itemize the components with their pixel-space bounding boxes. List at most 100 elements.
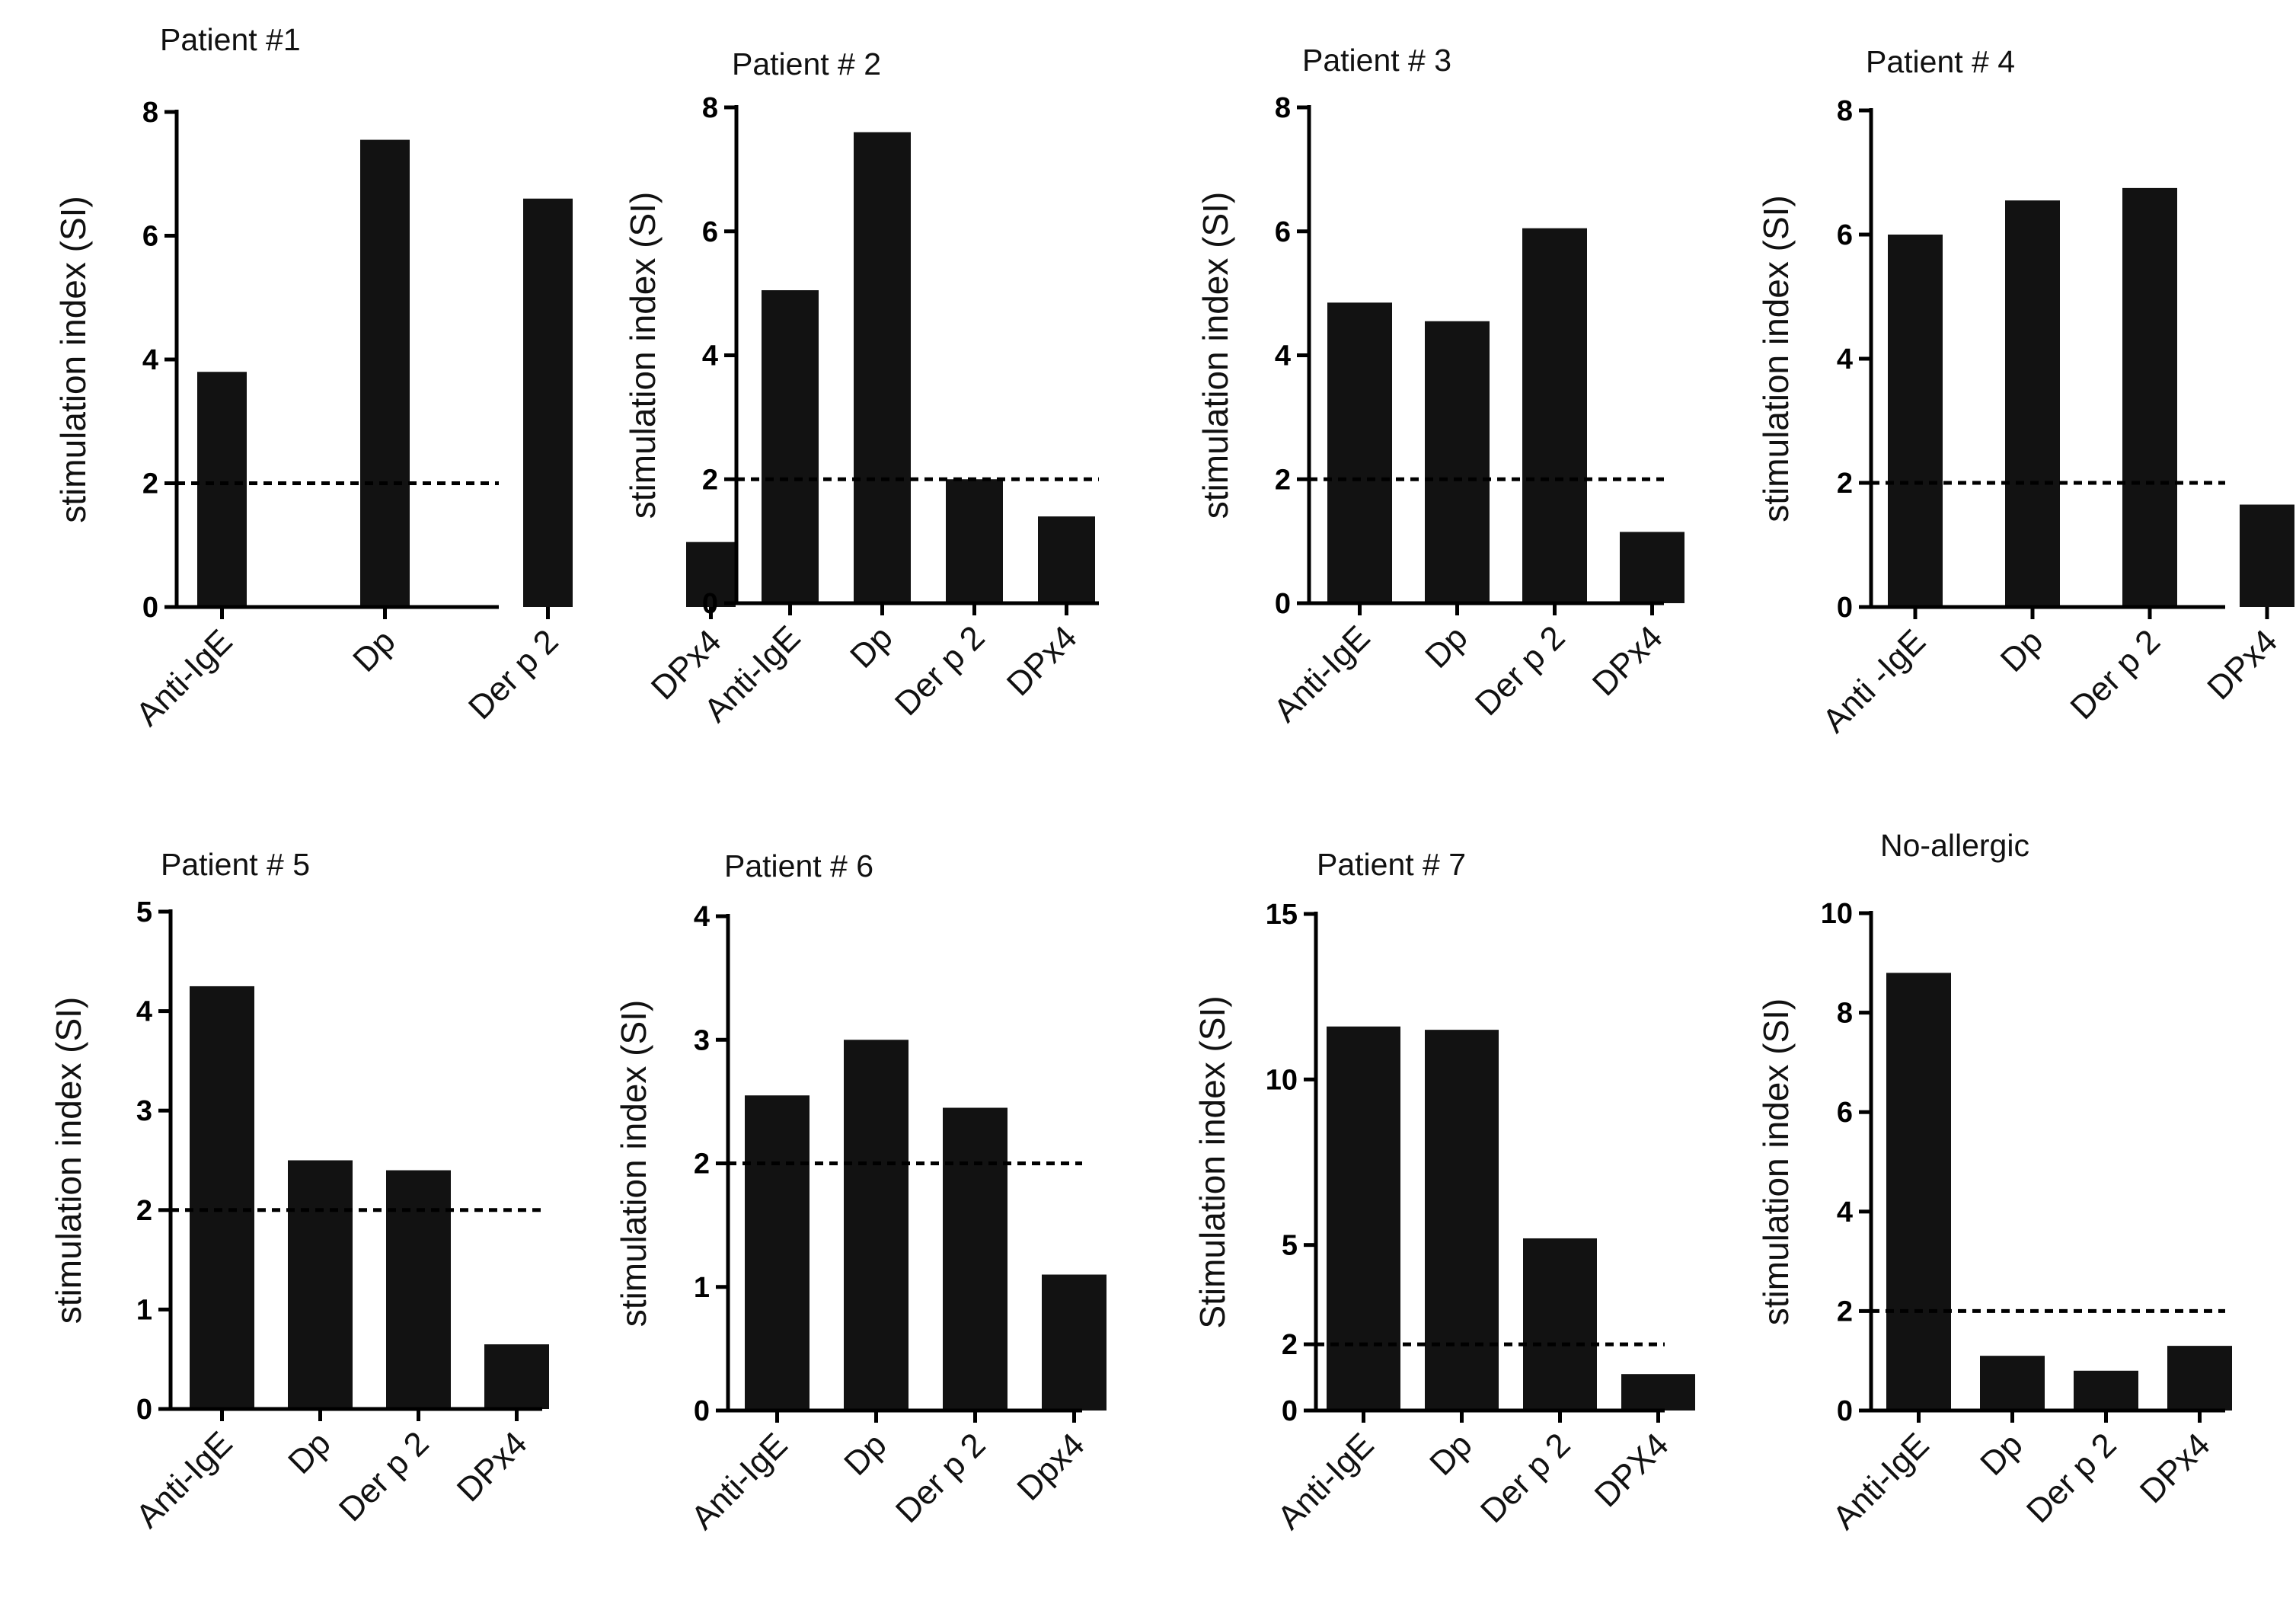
category-label: DPX4 bbox=[1588, 1426, 1676, 1514]
category-label: DPx4 bbox=[1585, 618, 1670, 703]
panel-title: Patient # 7 bbox=[1317, 847, 1466, 882]
category-label: DPx4 bbox=[2133, 1426, 2218, 1510]
y-axis-label: stimulation index (SI) bbox=[614, 1000, 653, 1327]
y-axis-label: stimulation index (SI) bbox=[1756, 195, 1796, 522]
y-tick-label: 4 bbox=[136, 996, 152, 1028]
bar-2 bbox=[2005, 200, 2060, 607]
category-label: Der p 2 bbox=[888, 618, 992, 723]
category-label: Anti-IgE bbox=[1825, 1426, 1936, 1536]
y-tick-label: 0 bbox=[694, 1395, 710, 1427]
bar-2 bbox=[1980, 1356, 2045, 1411]
category-label: Dp bbox=[281, 1424, 337, 1481]
y-tick-label: 4 bbox=[1837, 1196, 1853, 1228]
bar-2 bbox=[1425, 321, 1490, 603]
bar-1 bbox=[1327, 1026, 1400, 1411]
y-tick-label: 8 bbox=[702, 92, 718, 124]
bar-4 bbox=[1621, 1374, 1695, 1411]
y-axis-label: Stimulation index (SI) bbox=[1193, 995, 1232, 1328]
y-tick-label: 2 bbox=[702, 464, 718, 496]
category-label: Anti -IgE bbox=[1815, 622, 1933, 740]
bar-1 bbox=[1886, 973, 1951, 1411]
y-tick-label: 2 bbox=[142, 468, 158, 500]
category-label: Anti-IgE bbox=[684, 1426, 794, 1536]
chart-panel-6: Patient # 6 stimulation index (SI) 0 1 2 3 4 An… bbox=[614, 848, 1106, 1537]
bar-3 bbox=[1522, 228, 1587, 603]
y-tick-label: 3 bbox=[136, 1095, 152, 1127]
chart-panel-3: Patient # 3 stimulation index (SI) 0 2 4 6 8 An… bbox=[1196, 43, 1684, 730]
category-label: Der p 2 bbox=[461, 622, 566, 727]
category-label: Dp bbox=[1423, 1426, 1479, 1482]
chart-panel-4: Patient # 4 stimulation index (SI) 0 2 4 6 8 An… bbox=[1756, 44, 2294, 740]
y-tick-label: 10 bbox=[1266, 1064, 1298, 1096]
y-tick-label: 15 bbox=[1266, 899, 1298, 931]
bar-1 bbox=[197, 372, 247, 607]
category-label: Dp bbox=[1973, 1426, 2029, 1482]
category-label: Dp bbox=[837, 1426, 893, 1482]
category-label: Der p 2 bbox=[889, 1426, 993, 1530]
panel-title: Patient # 2 bbox=[732, 46, 881, 81]
y-tick-label: 0 bbox=[702, 588, 718, 620]
y-tick-label: 6 bbox=[1837, 219, 1853, 251]
y-axis-label: stimulation index (SI) bbox=[53, 196, 93, 523]
y-tick-label: 0 bbox=[1837, 1395, 1853, 1427]
bar-2 bbox=[360, 139, 410, 607]
category-label: Dp bbox=[843, 618, 899, 675]
y-tick-label: 1 bbox=[136, 1294, 152, 1326]
category-label: Anti-IgE bbox=[1270, 1426, 1381, 1536]
bar-2 bbox=[1425, 1030, 1499, 1411]
bar-1 bbox=[1327, 302, 1392, 603]
y-tick-label: 4 bbox=[702, 340, 718, 372]
y-axis-label: stimulation index (SI) bbox=[1756, 998, 1796, 1326]
category-label: DPx4 bbox=[2200, 622, 2285, 707]
category-label: Der p 2 bbox=[1474, 1426, 1578, 1530]
category-label: Dpx4 bbox=[1010, 1426, 1091, 1507]
category-label: Anti-IgE bbox=[129, 1424, 239, 1535]
panel-title: Patient # 3 bbox=[1302, 43, 1451, 78]
y-tick-label: 2 bbox=[694, 1149, 710, 1180]
bar-1 bbox=[745, 1095, 810, 1411]
y-tick-label: 8 bbox=[1837, 998, 1853, 1030]
bar-1 bbox=[762, 290, 819, 603]
bar-4 bbox=[1042, 1274, 1106, 1411]
category-label: Dp bbox=[1994, 622, 2050, 679]
y-tick-label: 4 bbox=[142, 344, 158, 376]
category-label: Der p 2 bbox=[1468, 618, 1573, 723]
y-tick-label: 4 bbox=[1837, 343, 1853, 375]
panel-title: No-allergic bbox=[1880, 828, 2029, 863]
bar-4 bbox=[2240, 504, 2294, 607]
bar-4 bbox=[484, 1344, 549, 1409]
y-tick-label: 0 bbox=[142, 592, 158, 624]
y-axis-label: stimulation index (SI) bbox=[623, 192, 663, 519]
y-tick-label: 5 bbox=[136, 896, 152, 928]
bar-4 bbox=[1620, 532, 1684, 603]
y-tick-label: 0 bbox=[1837, 592, 1853, 624]
bar-1 bbox=[1888, 235, 1943, 607]
chart-panel-7: Patient # 7 Stimulation index (SI) 0 2 5 10 15… bbox=[1193, 847, 1695, 1537]
category-label: Der p 2 bbox=[332, 1424, 436, 1529]
y-tick-label: 10 bbox=[1821, 898, 1853, 930]
y-tick-label: 6 bbox=[1837, 1097, 1853, 1129]
bar-2 bbox=[854, 132, 911, 604]
panel-title: Patient # 4 bbox=[1866, 44, 2015, 79]
bar-1 bbox=[190, 986, 254, 1409]
bar-3 bbox=[2074, 1370, 2138, 1411]
bar-3 bbox=[2122, 187, 2177, 607]
panel-title: Patient # 5 bbox=[161, 847, 310, 882]
category-label: Dp bbox=[346, 622, 402, 679]
bar-3 bbox=[1523, 1238, 1597, 1411]
y-tick-label: 8 bbox=[142, 97, 158, 129]
y-tick-label: 6 bbox=[1275, 216, 1291, 248]
chart-panel-8: No-allergic stimulation index (SI) 0 2 4 6 8 10… bbox=[1756, 828, 2232, 1537]
y-tick-label: 3 bbox=[694, 1024, 710, 1056]
category-label: Der p 2 bbox=[2063, 622, 2167, 727]
y-tick-label: 2 bbox=[1282, 1329, 1298, 1361]
y-tick-label: 0 bbox=[1282, 1395, 1298, 1427]
y-tick-label: 2 bbox=[1837, 468, 1853, 500]
bar-4 bbox=[1038, 516, 1095, 603]
y-axis-label: stimulation index (SI) bbox=[1196, 192, 1235, 519]
bar-3 bbox=[946, 479, 1003, 603]
y-tick-label: 5 bbox=[1282, 1230, 1298, 1262]
y-tick-label: 2 bbox=[136, 1195, 152, 1227]
y-tick-label: 8 bbox=[1837, 95, 1853, 127]
